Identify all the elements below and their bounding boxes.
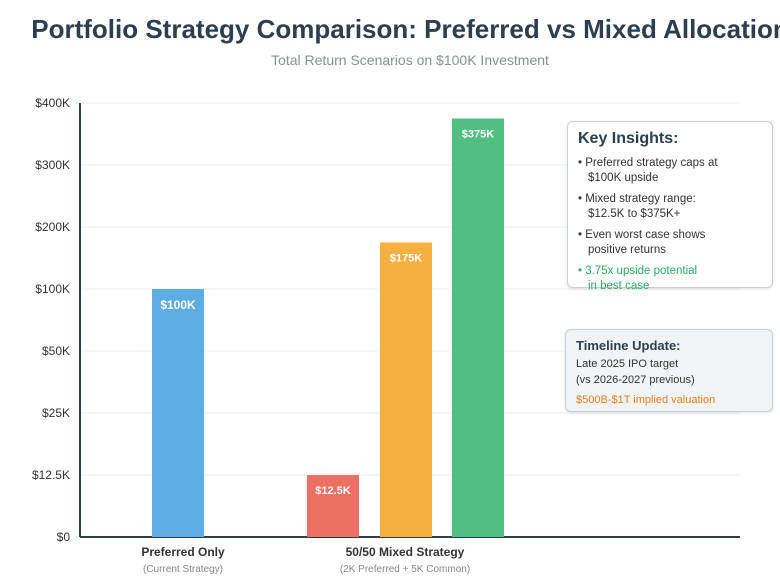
insight-text-cont: $100K upside xyxy=(588,172,659,184)
bar-value-label: $375K xyxy=(462,129,494,141)
insight-item: • 3.75x upside potential in best case xyxy=(578,264,762,294)
y-tick-label: $200K xyxy=(35,220,70,234)
timeline-title: Timeline Update: xyxy=(576,338,681,353)
bar-value-label: $12.5K xyxy=(315,485,351,497)
y-tick-label: $400K xyxy=(35,96,70,110)
bar xyxy=(152,289,204,537)
bar-value-label: $100K xyxy=(160,298,196,312)
insight-item: • Even worst case shows positive returns xyxy=(578,228,762,258)
insight-text: • 3.75x upside potential xyxy=(578,265,698,277)
chart-title: Portfolio Strategy Comparison: Preferred… xyxy=(31,14,780,44)
category-sublabel: (Current Strategy) xyxy=(143,564,223,575)
y-tick-label: $300K xyxy=(35,158,70,172)
y-tick-label: $0 xyxy=(57,530,71,544)
insight-text: • Mixed strategy range: xyxy=(578,193,696,205)
y-tick-label: $25K xyxy=(42,406,70,420)
bar xyxy=(307,475,359,537)
y-tick-label: $50K xyxy=(42,344,70,358)
insights-title: Key Insights: xyxy=(578,130,679,147)
timeline-update-panel: Timeline Update: Late 2025 IPO target (v… xyxy=(565,329,773,412)
y-tick-label: $12.5K xyxy=(32,468,70,482)
insight-item: • Preferred strategy caps at $100K upsid… xyxy=(578,156,762,186)
timeline-ipo-target: Late 2025 IPO target xyxy=(576,358,679,370)
chart-subtitle: Total Return Scenarios on $100K Investme… xyxy=(271,52,549,68)
timeline-valuation: $500B-$1T implied valuation xyxy=(576,394,716,406)
category-label: 50/50 Mixed Strategy xyxy=(346,545,465,559)
category-label: Preferred Only xyxy=(141,545,225,559)
insight-item: • Mixed strategy range: $12.5K to $375K+ xyxy=(578,192,762,222)
insight-text: • Even worst case shows xyxy=(578,229,706,241)
insight-text: • Preferred strategy caps at xyxy=(578,157,718,169)
insight-text-cont: positive returns xyxy=(588,244,666,256)
bar xyxy=(452,118,504,537)
category-sublabel: (2K Preferred + 5K Common) xyxy=(340,564,470,575)
insight-text-cont: $12.5K to $375K+ xyxy=(588,208,681,220)
bar xyxy=(380,242,432,537)
y-tick-label: $100K xyxy=(35,282,70,296)
bar-value-label: $175K xyxy=(390,253,422,265)
timeline-previous: (vs 2026-2027 previous) xyxy=(576,374,695,386)
key-insights-panel: Key Insights: • Preferred strategy caps … xyxy=(567,121,773,292)
insight-text-cont: in best case xyxy=(588,280,650,292)
